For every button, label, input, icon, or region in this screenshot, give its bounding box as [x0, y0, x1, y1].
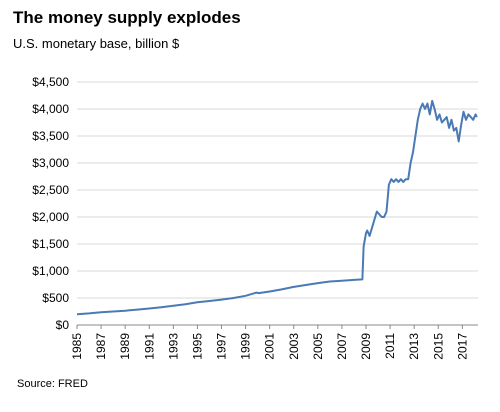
y-tick-label: $3,000 — [32, 156, 69, 170]
x-tick-label: 1987 — [94, 333, 108, 360]
y-axis-ticks: $0 $500 $1,000 $1,500 $2,000 $2,500 $3,000 $3,5… — [32, 75, 69, 332]
y-tick-label: $2,500 — [32, 183, 69, 197]
x-tick-label: 1999 — [239, 333, 253, 360]
x-tick-label: 2013 — [407, 333, 421, 360]
x-tick-label: 1995 — [190, 333, 204, 360]
y-tick-label: $1,000 — [32, 264, 69, 278]
y-tick-label: $4,000 — [32, 102, 69, 116]
y-tick-label: $4,500 — [32, 75, 69, 89]
chart-subtitle: U.S. monetary base, billion $ — [13, 36, 180, 51]
chart-source: Source: FRED — [17, 378, 88, 390]
x-tick-label: 1989 — [118, 333, 132, 360]
y-tick-label: $1,500 — [32, 237, 69, 251]
x-tick-label: 2005 — [311, 333, 325, 360]
x-tick-label: 2001 — [263, 333, 277, 360]
gridlines — [77, 81, 478, 299]
x-tick-label: 1985 — [70, 333, 84, 360]
chart-title: The money supply explodes — [13, 8, 241, 27]
series-line — [76, 99, 478, 316]
x-tick-label: 2003 — [287, 333, 301, 360]
x-tick-label: 1991 — [142, 333, 156, 360]
x-tick-label: 2007 — [335, 333, 349, 360]
y-tick-label: $500 — [42, 291, 69, 305]
y-tick-label: $0 — [56, 318, 70, 332]
x-tick-label: 2011 — [383, 333, 397, 359]
x-tick-label: 2015 — [431, 333, 445, 360]
x-tick-label: 2017 — [455, 333, 469, 360]
x-tick-label: 1993 — [166, 333, 180, 360]
series-layer — [76, 99, 478, 316]
y-tick-label: $3,500 — [32, 129, 69, 143]
y-tick-label: $2,000 — [32, 210, 69, 224]
x-axis-ticks: 1985 1987 1989 1991 1993 1995 1997 1999 2001 2003… — [70, 325, 469, 360]
x-tick-label: 1997 — [215, 333, 229, 360]
x-tick-label: 2009 — [359, 333, 373, 360]
